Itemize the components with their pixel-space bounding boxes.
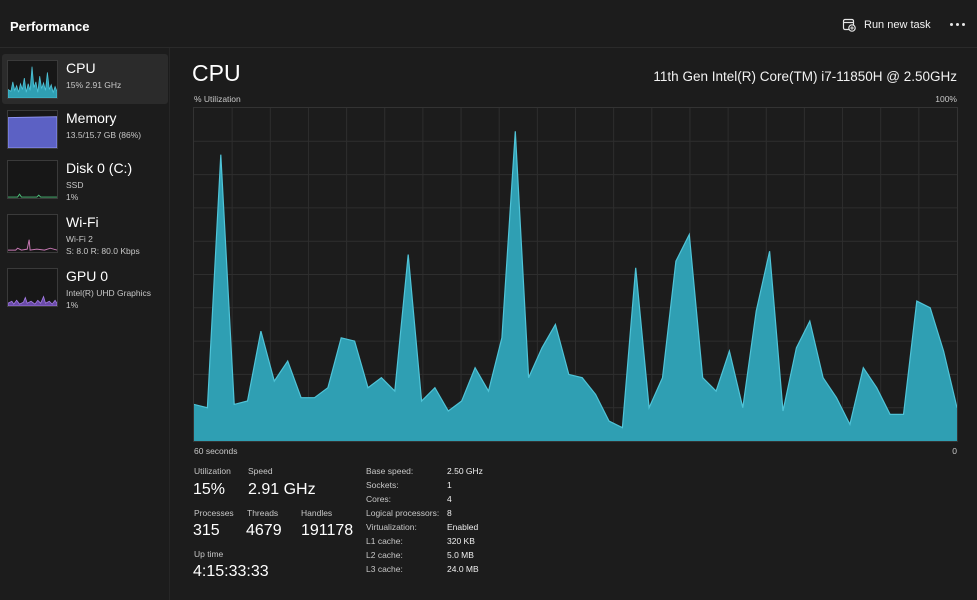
- sidebar-item-label: Wi-Fi: [66, 214, 99, 230]
- spec-label: L1 cache:: [366, 536, 403, 546]
- spec-value: 8: [447, 508, 452, 518]
- cpu-thumbnail: [7, 60, 58, 99]
- cpu-utilization-chart: [194, 108, 957, 441]
- run-new-task-button[interactable]: Run new task: [842, 18, 931, 32]
- utilization-label: Utilization: [194, 466, 231, 476]
- disk-thumbnail: [7, 160, 58, 199]
- uptime-value: 4:15:33:33: [193, 563, 269, 580]
- more-options-button[interactable]: [946, 14, 968, 34]
- spec-label: L3 cache:: [366, 564, 403, 574]
- main-panel: CPU 11th Gen Intel(R) Core(TM) i7-11850H…: [171, 48, 977, 600]
- sidebar-item-cpu[interactable]: CPU 15% 2.91 GHz: [2, 54, 168, 104]
- spec-value: Enabled: [447, 522, 479, 532]
- run-task-icon: [842, 18, 856, 32]
- resource-title: CPU: [192, 60, 241, 86]
- x-axis-right-label: 0: [952, 446, 957, 456]
- speed-value: 2.91 GHz: [248, 481, 316, 498]
- spec-label: Base speed:: [366, 466, 414, 476]
- memory-thumbnail: [7, 110, 58, 149]
- sidebar-item-detail: 13.5/15.7 GB (86%): [66, 130, 142, 140]
- processes-value: 315: [193, 522, 220, 539]
- sidebar-item-detail: SSD: [66, 180, 84, 190]
- processes-label: Processes: [194, 508, 234, 518]
- utilization-area: [194, 131, 957, 441]
- x-axis-left-label: 60 seconds: [194, 446, 238, 456]
- sidebar-item-detail: 15% 2.91 GHz: [66, 80, 122, 90]
- threads-value: 4679: [246, 522, 282, 539]
- spec-value: 4: [447, 494, 452, 504]
- cpu-utilization-graph: [193, 107, 958, 442]
- uptime-label: Up time: [194, 549, 224, 559]
- y-axis-label: % Utilization: [194, 94, 241, 104]
- spec-label: Cores:: [366, 494, 392, 504]
- spec-value: 320 KB: [447, 536, 475, 546]
- sidebar-item-detail: Wi-Fi 2: [66, 234, 93, 244]
- sidebar-item-memory[interactable]: Memory 13.5/15.7 GB (86%): [2, 104, 168, 154]
- sidebar: CPU 15% 2.91 GHz Memory 13.5/15.7 GB (86…: [0, 48, 170, 600]
- utilization-value: 15%: [193, 481, 226, 498]
- sidebar-item-gpu[interactable]: GPU 0 Intel(R) UHD Graphics 1%: [2, 262, 168, 312]
- gpu-thumbnail: [7, 268, 58, 307]
- sidebar-item-label: GPU 0: [66, 268, 109, 284]
- wifi-thumbnail: [7, 214, 58, 253]
- sidebar-item-disk[interactable]: Disk 0 (C:) SSD 1%: [2, 154, 168, 204]
- sidebar-item-detail-2: 1%: [66, 300, 79, 310]
- page-title: Performance: [10, 19, 90, 34]
- more-options-icon: [949, 22, 953, 26]
- spec-label: Logical processors:: [366, 508, 440, 518]
- sidebar-item-label: CPU: [66, 60, 96, 76]
- speed-label: Speed: [248, 466, 273, 476]
- cpu-model: 11th Gen Intel(R) Core(TM) i7-11850H @ 2…: [653, 69, 957, 84]
- sidebar-item-detail-2: 1%: [66, 192, 79, 202]
- spec-label: L2 cache:: [366, 550, 403, 560]
- spec-value: 2.50 GHz: [447, 466, 483, 476]
- sidebar-item-detail: Intel(R) UHD Graphics: [66, 288, 152, 298]
- spec-value: 24.0 MB: [447, 564, 479, 574]
- utilization-line: [194, 131, 957, 429]
- threads-label: Threads: [247, 508, 279, 518]
- sidebar-item-label: Memory: [66, 110, 117, 126]
- sidebar-item-label: Disk 0 (C:): [66, 160, 133, 176]
- sidebar-item-detail-2: S: 8.0 R: 80.0 Kbps: [66, 246, 140, 256]
- run-new-task-label: Run new task: [864, 19, 931, 31]
- spec-value: 5.0 MB: [447, 550, 474, 560]
- handles-value: 191178: [301, 522, 354, 539]
- y-axis-max-label: 100%: [935, 94, 957, 104]
- top-bar: Performance Run new task: [0, 0, 977, 48]
- spec-value: 1: [447, 480, 452, 490]
- handles-label: Handles: [301, 508, 333, 518]
- spec-label: Virtualization:: [366, 522, 417, 532]
- sidebar-item-wifi[interactable]: Wi-Fi Wi-Fi 2 S: 8.0 R: 80.0 Kbps: [2, 208, 168, 258]
- spec-label: Sockets:: [366, 480, 399, 490]
